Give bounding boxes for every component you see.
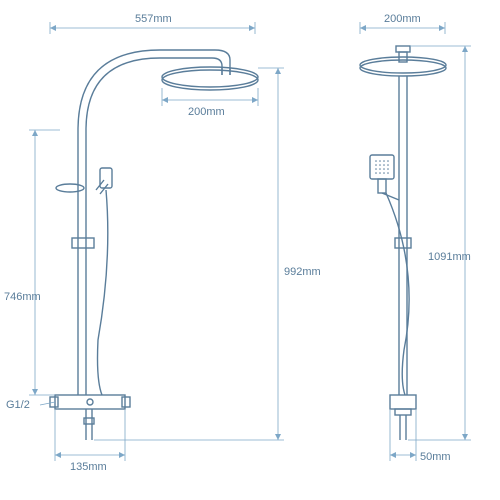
dim-riser-height: 746mm	[4, 130, 60, 395]
side-shower-body	[78, 50, 230, 395]
label-overall-height: 992mm	[284, 266, 321, 278]
dim-front-overall-height: 1091mm	[408, 46, 471, 440]
label-top-width: 557mm	[135, 13, 172, 25]
shower-hose	[98, 190, 108, 395]
handset-side	[56, 168, 112, 248]
technical-drawing: 557mm 200mm	[0, 0, 500, 500]
label-front-overall-height: 1091mm	[428, 251, 471, 263]
dim-head-diameter: 200mm	[162, 88, 258, 118]
front-shower-body	[360, 46, 446, 440]
label-valve-width: 135mm	[70, 461, 107, 473]
label-front-head-width: 200mm	[384, 13, 421, 25]
label-riser-height: 746mm	[4, 291, 41, 303]
mixer-valve-side	[50, 395, 130, 440]
shower-head-side	[162, 67, 258, 90]
dim-valve-width: 135mm	[55, 410, 125, 473]
label-thread: G1/2	[6, 399, 30, 411]
dim-overall-height: 992mm	[94, 68, 321, 440]
label-head-diameter: 200mm	[188, 106, 225, 118]
dim-front-head-width: 200mm	[360, 13, 445, 34]
dim-top-width: 557mm	[50, 13, 255, 34]
dim-front-base-width: 50mm	[390, 410, 451, 463]
label-front-base-width: 50mm	[420, 451, 451, 463]
